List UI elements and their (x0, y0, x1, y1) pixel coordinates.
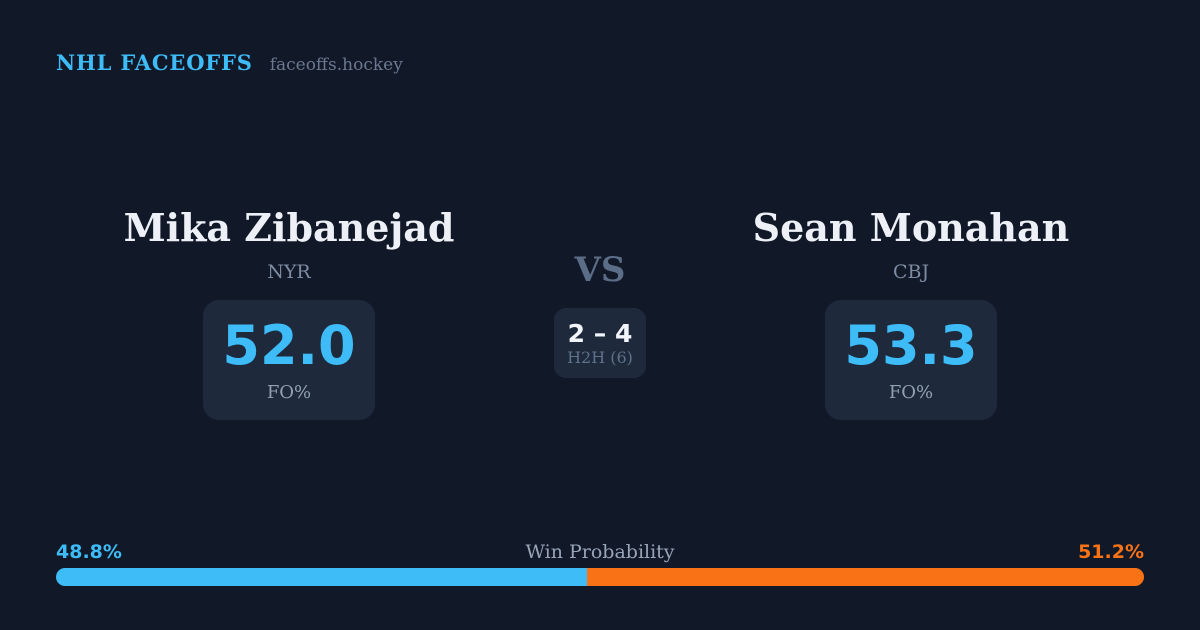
center-column: VS 2 – 4 H2H (6) (515, 250, 685, 378)
player-right-name: Sean Monahan (752, 205, 1070, 250)
player-right-fo-pct: 53.3 (844, 314, 978, 377)
win-probability-labels: 48.8% Win Probability 51.2% (56, 541, 1144, 565)
win-bar-right-segment (586, 568, 1144, 586)
player-left-stat-label: FO% (266, 382, 312, 403)
player-right-stat-label: FO% (888, 382, 934, 403)
player-left: Mika Zibanejad NYR 52.0 FO% (104, 205, 474, 420)
header: NHL FACEOFFS faceoffs.hockey (56, 50, 403, 75)
site-url: faceoffs.hockey (269, 55, 403, 75)
win-prob-right-pct: 51.2% (1078, 541, 1144, 563)
player-right-stat-card: 53.3 FO% (825, 300, 997, 420)
player-left-fo-pct: 52.0 (222, 314, 356, 377)
player-left-stat-card: 52.0 FO% (203, 300, 375, 420)
win-bar-left-segment (56, 568, 587, 586)
win-prob-left-pct: 48.8% (56, 541, 122, 563)
player-right: Sean Monahan CBJ 53.3 FO% (726, 205, 1096, 420)
vs-label: VS (574, 250, 626, 290)
win-probability-bar (56, 568, 1144, 586)
h2h-score: 2 – 4 (567, 318, 633, 348)
h2h-card: 2 – 4 H2H (6) (554, 308, 646, 378)
win-prob-title: Win Probability (525, 541, 675, 563)
player-right-team: CBJ (892, 261, 930, 283)
player-left-team: NYR (267, 261, 311, 283)
player-left-name: Mika Zibanejad (123, 205, 455, 250)
h2h-label: H2H (6) (567, 347, 633, 367)
brand-title: NHL FACEOFFS (56, 50, 253, 75)
